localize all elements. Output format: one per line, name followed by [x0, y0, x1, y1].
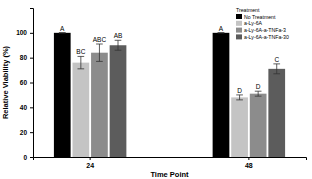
y-tick-label: 0 — [23, 154, 27, 161]
error-bar — [255, 91, 262, 96]
legend-label: a-Ly-6A — [244, 20, 263, 26]
error-bar — [115, 40, 122, 50]
error-bar — [96, 44, 103, 61]
x-tick-mark — [90, 157, 91, 160]
chart: AABCDABCDABC0204060801002448Time PointRe… — [0, 0, 312, 179]
x-tick-label: 24 — [86, 162, 94, 169]
legend-swatch — [236, 14, 242, 19]
significance-letter: C — [274, 56, 279, 63]
bar — [213, 33, 230, 157]
y-tick: 80 — [20, 54, 33, 61]
error-bar — [78, 56, 85, 68]
x-tick-label: 48 — [245, 162, 253, 169]
plot-area: AABCDABCDABC0204060801002448 — [16, 9, 306, 169]
legend-swatch — [236, 21, 242, 26]
legend-swatch — [236, 28, 242, 33]
legend-label: a-Ly-6A-a-TNFa-3 — [244, 27, 286, 33]
bar — [110, 45, 127, 157]
y-tick-label: 20 — [20, 129, 28, 136]
significance-letter: A — [60, 25, 65, 32]
legend: TreatmentNo Treatmenta-Ly-6Aa-Ly-6A-a-TN… — [236, 7, 289, 40]
y-tick-mark — [30, 58, 33, 59]
x-tick-mark — [248, 157, 249, 160]
error-bar — [236, 95, 243, 100]
legend-label: No Treatment — [244, 14, 276, 20]
y-tick: 0 — [23, 154, 33, 161]
significance-letter: D — [237, 87, 242, 94]
y-tick: 20 — [20, 129, 33, 136]
y-axis-title: Relative Viability (%) — [1, 45, 10, 119]
x-tick: 48 — [245, 157, 253, 169]
error-bar — [273, 64, 280, 74]
y-tick-mark — [30, 132, 33, 133]
y-tick: 40 — [20, 104, 33, 111]
bar — [231, 97, 248, 157]
x-axis-title: Time Point — [150, 170, 189, 179]
significance-letter: A — [219, 25, 224, 32]
y-tick-label: 40 — [20, 104, 28, 111]
bar — [72, 63, 89, 157]
bars — [54, 33, 285, 157]
y-tick-label: 60 — [20, 79, 28, 86]
significance-letter: BC — [76, 48, 85, 55]
y-axis-line — [30, 9, 34, 158]
x-axis-line — [34, 158, 307, 161]
y-tick: 100 — [16, 29, 33, 36]
significance-letter: D — [256, 83, 261, 90]
y-tick-mark — [30, 33, 33, 34]
error-bar — [218, 32, 225, 33]
bar — [54, 33, 71, 157]
significance-letter: AB — [114, 32, 123, 39]
bar — [250, 94, 267, 157]
bar — [268, 69, 285, 157]
x-axis: 24 48 — [34, 157, 307, 169]
y-tick-label: 100 — [16, 29, 27, 36]
y-tick-mark — [30, 157, 33, 158]
legend-label: a-Ly-6A-a-TNFa-30 — [244, 34, 289, 40]
legend-swatch — [236, 34, 242, 39]
error-bar — [59, 32, 66, 33]
y-axis: 0 20 40 60 80 100 — [16, 9, 33, 161]
y-tick-label: 80 — [20, 54, 28, 61]
y-tick-mark — [30, 107, 33, 108]
y-tick-mark — [30, 83, 33, 84]
bar — [91, 53, 108, 157]
legend-title: Treatment — [236, 7, 260, 13]
x-tick: 24 — [86, 157, 94, 169]
significance-letter: ABC — [93, 36, 107, 43]
y-tick: 60 — [20, 79, 33, 86]
